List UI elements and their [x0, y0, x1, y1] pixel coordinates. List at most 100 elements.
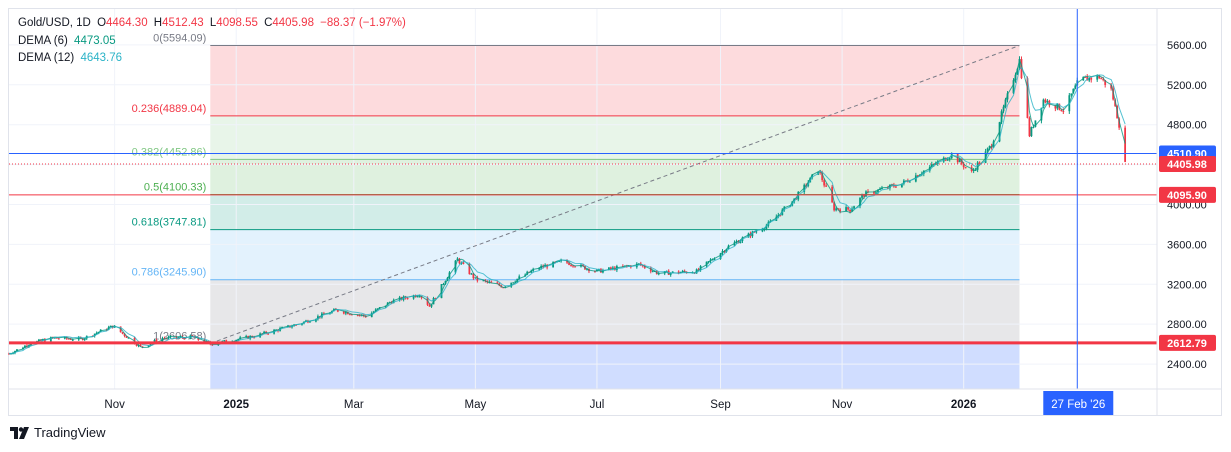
y-tick-label: 4800.00 — [1167, 120, 1207, 132]
tradingview-logo[interactable]: TradingView — [10, 425, 106, 440]
candle-body — [183, 337, 186, 339]
candle-body — [845, 207, 847, 212]
axes: 2400.002800.003200.003600.004000.004400.… — [9, 9, 1222, 415]
candle-body — [374, 309, 377, 312]
candle-body — [1072, 88, 1075, 94]
candle-body — [946, 159, 949, 161]
crosshair-date-label: 27 Feb '26 — [1051, 399, 1105, 411]
change-value: −88.37 (−1.97%) — [320, 17, 406, 29]
candle-body — [986, 148, 989, 152]
close-label: C — [264, 17, 273, 29]
candle-body — [1016, 68, 1019, 75]
candle-body — [1028, 118, 1031, 137]
candle-body — [376, 308, 379, 310]
candle-body — [1096, 75, 1099, 80]
candle-body — [643, 265, 646, 268]
dema12-label: DEMA (12) — [18, 52, 75, 64]
candle-body — [705, 261, 708, 267]
candle-body — [821, 172, 824, 181]
candle-body — [139, 344, 142, 347]
candle-body — [472, 273, 475, 279]
candle-body — [649, 267, 652, 272]
candle-body — [149, 343, 152, 346]
candle-body — [1118, 118, 1121, 128]
candle-body — [153, 339, 156, 343]
candle-body — [1030, 127, 1033, 137]
fib-trend-line — [210, 45, 1020, 344]
legend-dema6-row[interactable]: DEMA (6) 4473.05 — [18, 35, 119, 47]
y-tick-label: 3600.00 — [1167, 239, 1207, 251]
candle-body — [1070, 93, 1073, 96]
candle-body — [671, 271, 674, 273]
candle-body — [416, 296, 419, 298]
candle-body — [873, 191, 875, 194]
candle-body — [1084, 76, 1087, 78]
candle-body — [849, 209, 851, 212]
x-tick-label: Nov — [832, 399, 853, 411]
dema6-label: DEMA (6) — [18, 35, 68, 47]
candle-body — [566, 260, 568, 263]
candle-body — [1104, 79, 1107, 85]
fib-zone — [210, 194, 1020, 230]
candle-body — [267, 333, 269, 335]
candle-body — [751, 231, 754, 237]
candle-body — [608, 267, 610, 270]
candle-body — [67, 338, 70, 340]
price-tag-label: 4405.98 — [1167, 159, 1207, 171]
candle-body — [530, 270, 533, 273]
candle-body — [879, 189, 881, 191]
candle-body — [877, 189, 879, 193]
candle-body — [916, 175, 919, 177]
x-tick-label: Jul — [590, 399, 605, 411]
candle-body — [900, 183, 903, 188]
candle-body — [1062, 111, 1065, 113]
candle-body — [560, 260, 562, 262]
fib-fills — [210, 45, 1020, 389]
candle-body — [761, 229, 764, 232]
candle-body — [586, 268, 588, 270]
candle-body — [875, 192, 877, 194]
candle-body — [1088, 77, 1091, 81]
fib-level-label: 0.786(3245.90) — [132, 267, 207, 279]
x-tick-label: Mar — [344, 399, 364, 411]
candle-body — [755, 231, 758, 233]
candle-body — [470, 273, 473, 275]
price-tag-bg — [1159, 155, 1216, 172]
legend-dema12-row[interactable]: DEMA (12) 4643.76 — [18, 52, 125, 64]
chart-pane[interactable] — [8, 8, 1222, 416]
candle-body — [651, 271, 654, 273]
fib-level-label: 0(5594.09) — [153, 32, 206, 44]
price-tag-bg — [1159, 186, 1216, 203]
candle-body — [1054, 105, 1057, 109]
candle-body — [1000, 111, 1003, 123]
candle-body — [707, 261, 710, 263]
candle-body — [63, 336, 66, 339]
low-label: L — [209, 17, 217, 29]
candle-body — [514, 281, 517, 283]
candle-body — [53, 337, 56, 339]
candle-body — [223, 340, 226, 342]
open-value: 4464.30 — [106, 17, 148, 29]
price-tag-label: 4095.90 — [1167, 190, 1207, 202]
candle-body — [1034, 120, 1037, 127]
candle-body — [863, 194, 865, 197]
x-tick-label: 2025 — [223, 399, 249, 411]
candle-body — [155, 339, 158, 342]
high-value: 4512.43 — [162, 17, 204, 29]
y-tick-label: 5200.00 — [1167, 80, 1207, 92]
fib-zone — [210, 343, 1020, 389]
y-tick-label: 3200.00 — [1167, 279, 1207, 291]
candle-body — [55, 337, 58, 339]
candle-body — [428, 304, 431, 307]
candle-body — [835, 208, 838, 211]
symbol-title[interactable]: Gold/USD, 1D — [18, 17, 91, 29]
y-tick-label: 2800.00 — [1167, 319, 1207, 331]
candle-body — [677, 271, 680, 274]
candle-body — [57, 338, 60, 340]
candle-body — [851, 208, 853, 212]
fib-zone — [210, 45, 1020, 116]
x-tick-label: May — [465, 399, 487, 411]
candle-body — [456, 258, 459, 261]
candle-body — [1086, 76, 1089, 81]
